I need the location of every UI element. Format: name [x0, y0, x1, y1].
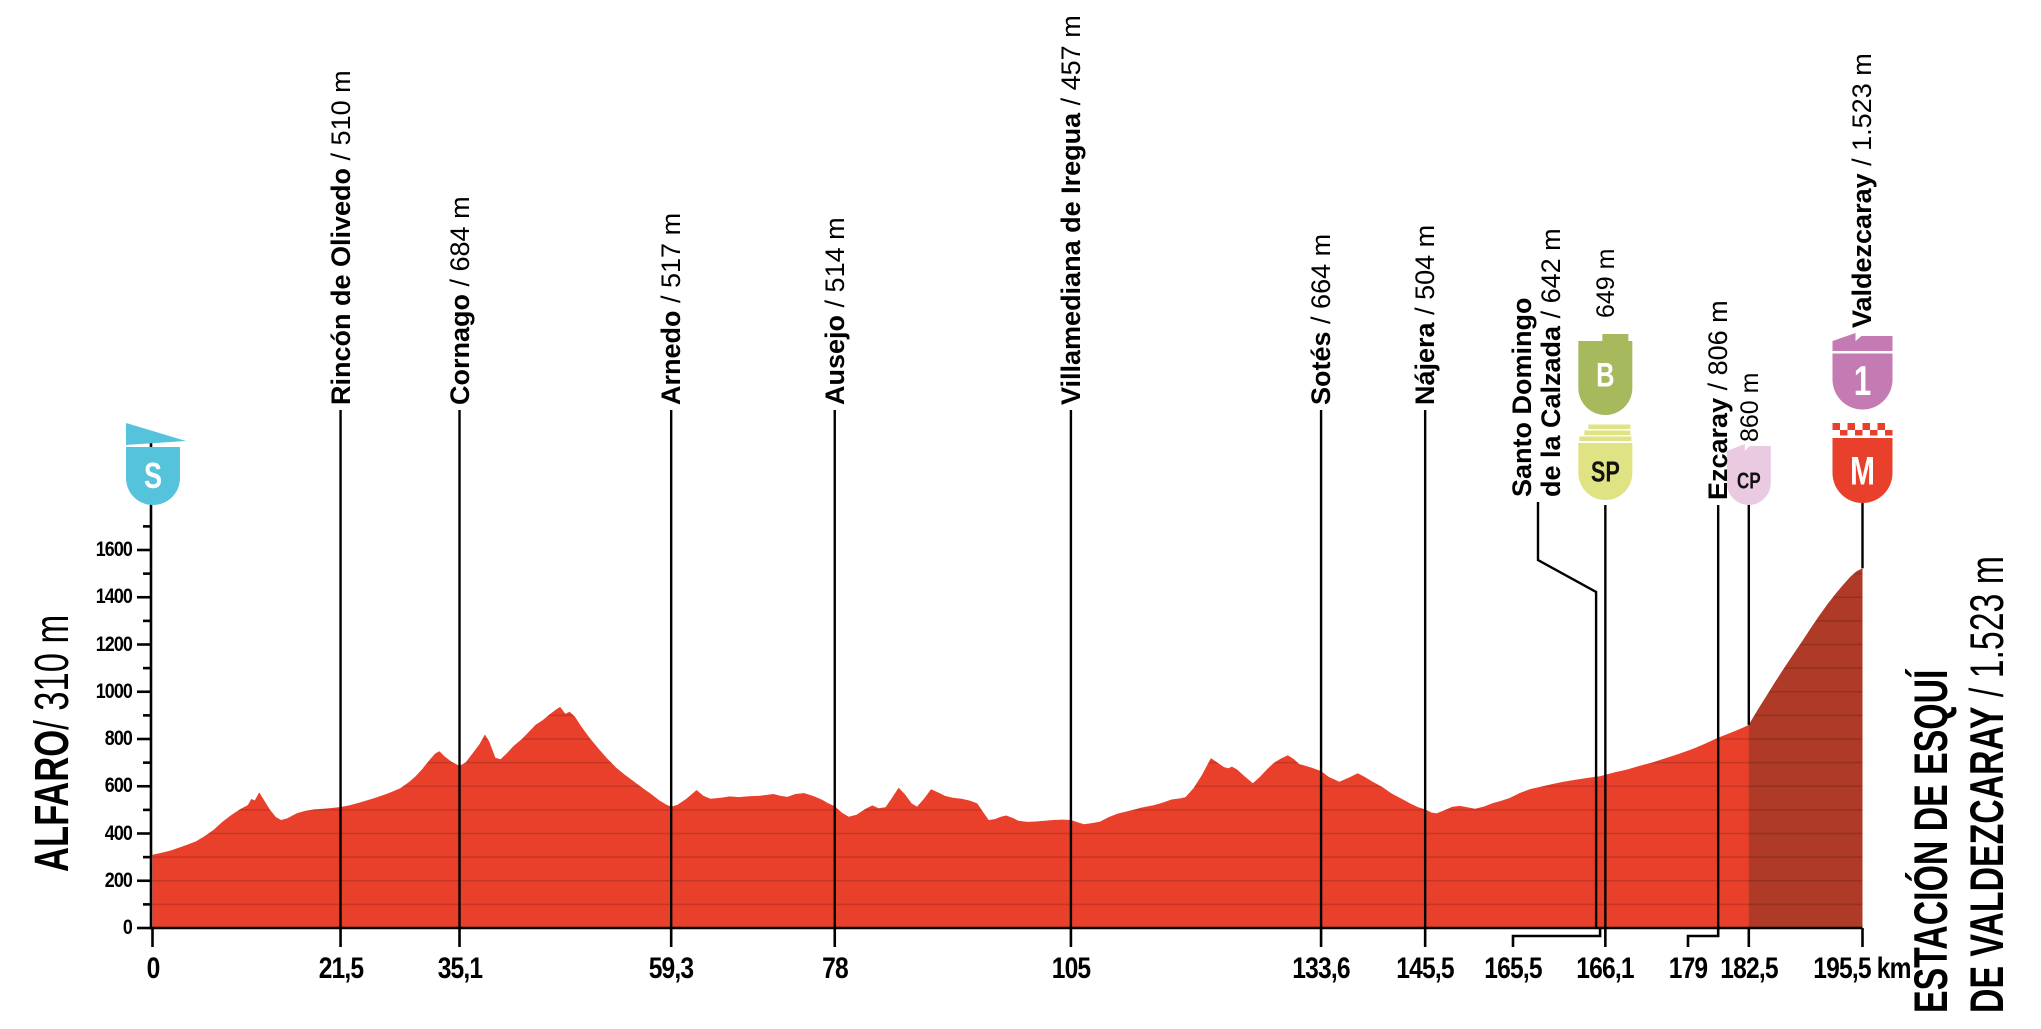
start-town-name: ALFARO: [26, 729, 79, 872]
x-tick-label-166-1: 166,1: [1576, 952, 1635, 985]
y-tick-label-0: 0: [122, 916, 133, 939]
svg-text:M: M: [1850, 449, 1875, 493]
start-town-label: ALFARO/ 310 m: [26, 515, 79, 872]
svg-text:B: B: [1596, 357, 1614, 394]
x-tick-label-165-5: 165,5: [1484, 952, 1542, 985]
finish-waypoint-label: Valdezcaray / 1.523 m: [1847, 53, 1878, 328]
category-1-badge: 1: [1832, 333, 1893, 410]
svg-text:S: S: [144, 455, 162, 496]
checkpoint-badge: CP: [1726, 444, 1771, 505]
checkpoint-altitude-label: 860 m: [1735, 372, 1764, 442]
x-tick-label-78: 78: [821, 952, 849, 985]
waypoint-lines: [339, 410, 1864, 928]
waypoint-label-179: Ezcaray / 806 m: [1703, 300, 1734, 500]
route-badges: S B SP CP 1 M: [126, 333, 1893, 505]
waypoint-label-133.6: Sotés / 664 m: [1306, 233, 1337, 405]
svg-text:SP: SP: [1591, 457, 1620, 489]
bonus-altitude-label: 649 m: [1592, 248, 1621, 318]
x-tick-label-133-6: 133,6: [1292, 952, 1350, 985]
waypoint-label-35.1: Cornago / 684 m: [444, 196, 475, 405]
x-ticks: [151, 928, 1864, 947]
finish-badge: M: [1832, 423, 1893, 503]
waypoint-label-145.5: Nájera / 504 m: [1410, 224, 1441, 405]
elevation-area: [152, 568, 1863, 928]
finish-altitude: / 1.523 m: [1960, 556, 2013, 707]
final-climb-area: [1748, 568, 1863, 928]
x-tick-label-21-5: 21,5: [318, 952, 363, 985]
svg-text:CP: CP: [1737, 469, 1761, 494]
y-tick-label-400: 400: [104, 821, 133, 845]
y-tick-label-600: 600: [104, 774, 133, 798]
x-tick-label-105: 105: [1051, 952, 1091, 985]
y-tick-label-1200: 1200: [95, 632, 133, 656]
waypoint-label-78: Ausejo / 514 m: [819, 217, 850, 405]
waypoint-label-105: Villamediana de Iregua / 457 m: [1055, 15, 1086, 405]
x-tick-label-145-5: 145,5: [1396, 952, 1454, 985]
axes: [137, 443, 1863, 930]
finish-line2: DE VALDEZCARAY: [1960, 706, 2013, 1013]
start-town-altitude: / 310 m: [26, 614, 79, 730]
x-tick-label-182-5: 182,5: [1720, 952, 1778, 985]
x-tick-label-35-1: 35,1: [437, 952, 482, 985]
start-badge: S: [126, 423, 186, 505]
y-tick-label-200: 200: [104, 868, 133, 892]
bonus-sprint-badge: B SP: [1578, 334, 1633, 500]
x-tick-label-0: 0: [146, 952, 160, 985]
x-tick-label-59-3: 59,3: [648, 952, 694, 985]
y-tick-label-1400: 1400: [95, 585, 133, 609]
waypoint-label-59.3: Arnedo / 517 m: [656, 212, 687, 405]
waypoint-label-165.5: Santo Domingo de la Calzada / 642 m: [1507, 228, 1566, 497]
waypoint-label-21.5: Rincón de Olivedo / 510 m: [325, 70, 356, 405]
y-tick-label-1000: 1000: [95, 679, 133, 703]
x-tick-label-179: 179: [1668, 952, 1708, 985]
svg-text:1: 1: [1854, 357, 1872, 405]
finish-resort-label: ESTACIÓN DE ESQUÍ DE VALDEZCARAY / 1.523 …: [1903, 378, 2015, 1013]
x-tick-label-195-5-km: 195,5 km: [1813, 952, 1912, 985]
y-tick-label-1600: 1600: [95, 538, 133, 561]
y-tick-label-800: 800: [104, 727, 133, 750]
